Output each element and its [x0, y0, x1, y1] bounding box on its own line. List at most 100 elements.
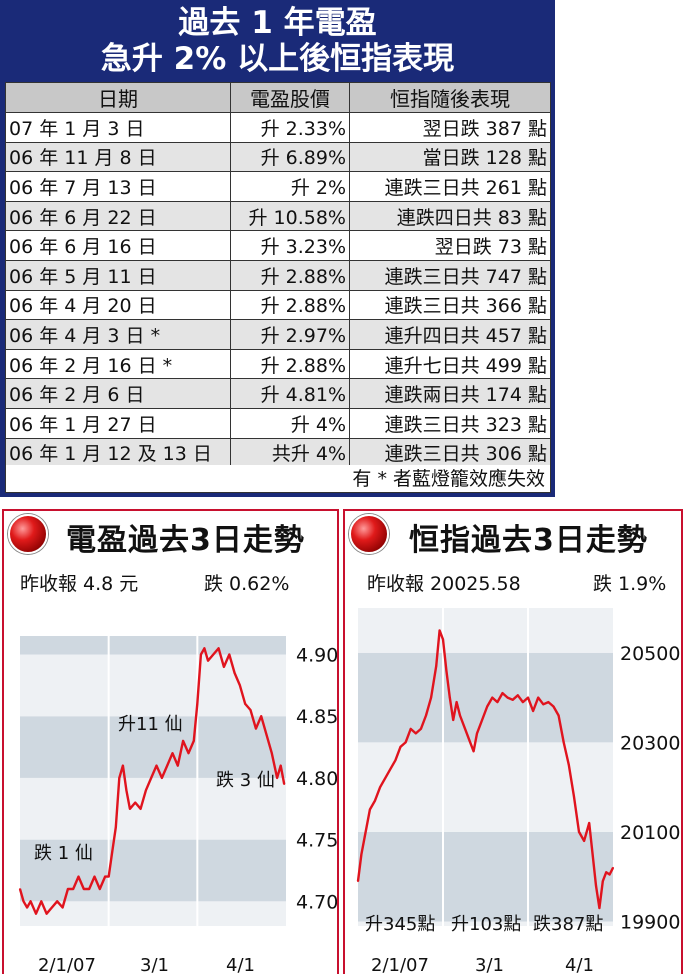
pccw-grid-band	[20, 777, 286, 840]
hsi-data-point	[491, 696, 494, 699]
hsi-line-chart: 20500 20300 20100 19900 2/1/07 3/1 4/1 升345點 升10…	[356, 608, 680, 976]
pccw-y-tick-label: 4.75	[296, 830, 337, 852]
column-header-price: 電盈股價	[230, 82, 350, 113]
cell-hsi-performance: 連跌三日共 306 點	[349, 437, 551, 469]
cell-date: 06 年 6 月 16 日	[5, 230, 231, 261]
pccw-line-chart: 4.90 4.85 4.80 4.75 4.70 2/1/07 3/1 4/1 跌 1 仙 升11…	[18, 636, 337, 976]
hsi-data-point	[374, 799, 376, 802]
hsi-y-tick-label: 20300	[620, 732, 680, 754]
hsi-grid-band	[358, 742, 613, 832]
cell-hsi-performance: 連跌兩日共 174 點	[349, 378, 551, 409]
cell-hsi-performance: 連跌三日共 366 點	[349, 289, 551, 321]
hsi-data-point	[588, 822, 591, 824]
table-title-line1: 過去 1 年電盈	[178, 5, 377, 41]
pccw-data-point	[61, 906, 64, 909]
cell-price-change: 升 2.88%	[230, 348, 350, 380]
hsi-data-point	[486, 705, 489, 708]
pccw-data-point	[51, 906, 53, 909]
pccw-data-point	[265, 733, 268, 736]
pccw-chart-panel: 電盈過去3日走勢 昨收報 4.8 元 跌 0.62% 4.90 4.85 4.80 4…	[2, 509, 339, 976]
hsi-data-point	[612, 866, 614, 869]
pccw-data-point	[72, 888, 75, 890]
hsi-data-point	[591, 853, 594, 856]
cell-hsi-performance: 連跌三日共 261 點	[349, 171, 551, 202]
cell-date: 06 年 11 月 8 日	[5, 141, 231, 173]
cell-hsi-performance: 翌日跌 387 點	[349, 112, 551, 143]
hsi-data-point	[430, 696, 432, 699]
pccw-data-point	[98, 888, 101, 890]
pccw-grid-band	[20, 716, 286, 778]
hsi-data-point	[435, 665, 438, 668]
pccw-data-point	[114, 826, 117, 829]
pccw-data-point	[279, 764, 282, 767]
pccw-data-point	[187, 752, 190, 755]
pccw-data-point	[125, 789, 128, 792]
table-row: 07 年 1 月 3 日升 2.33% 翌日跌 387 點	[5, 112, 551, 143]
hsi-data-point	[511, 698, 514, 701]
table-row: 06 年 2 月 16 日 * 升 2.88% 連升七日共 499 點	[5, 348, 551, 380]
pccw-series-line	[18, 647, 286, 915]
hsi-data-point	[452, 719, 455, 721]
cell-price-change: 升 6.89%	[230, 141, 350, 173]
hsi-data-point	[476, 732, 478, 735]
pccw-data-point	[196, 703, 199, 705]
hsi-data-point	[598, 907, 601, 909]
cell-price-change: 升 2.97%	[230, 319, 350, 350]
pccw-data-point	[93, 875, 96, 878]
pccw-data-point	[171, 752, 174, 755]
table-row: 06 年 4 月 3 日 * 升 2.97% 連升四日共 457 點	[5, 319, 551, 350]
pccw-x-tick-label: 3/1	[140, 955, 169, 976]
cell-date: 06 年 6 月 22 日	[5, 200, 231, 232]
pccw-data-point	[182, 740, 185, 742]
pccw-y-tick-label: 4.70	[296, 891, 337, 913]
pccw-y-tick-label: 4.85	[296, 706, 337, 728]
pccw-data-point	[82, 888, 85, 890]
pccw-data-point	[45, 912, 48, 915]
hsi-data-point	[481, 719, 483, 721]
hsi-grid-band	[358, 921, 613, 926]
hsi-data-point	[501, 692, 504, 694]
table-row: 06 年 7 月 13 日升 2% 連跌三日共 261 點	[5, 171, 551, 202]
hsi-chart-title: 恒指過去3日走勢	[409, 523, 648, 558]
table-row: 06 年 11 月 8 日升 6.89% 當日跌 128 點	[5, 141, 551, 173]
pccw-data-point	[67, 888, 69, 890]
hsi-data-point	[552, 705, 555, 708]
red-ball-icon	[8, 514, 48, 554]
cell-price-change: 升 4%	[230, 407, 350, 439]
hsi-data-point	[583, 840, 585, 842]
cell-price-change: 升 3.23%	[230, 230, 350, 261]
pccw-data-point	[26, 906, 28, 909]
cell-hsi-performance: 連跌三日共 747 點	[349, 259, 551, 291]
cell-date: 06 年 4 月 3 日 *	[5, 319, 231, 350]
hsi-annotation: 跌387點	[533, 914, 603, 935]
table-header-row: 日期 電盈股價 恒指隨後表現	[5, 82, 551, 113]
hsi-data-point	[425, 714, 427, 717]
hsi-data-point	[527, 696, 529, 699]
table-row: 06 年 1 月 12 及 13 日共升 4% 連跌三日共 306 點	[5, 437, 551, 469]
pccw-data-point	[122, 764, 124, 767]
pccw-data-point	[155, 764, 158, 767]
pccw-change: 跌 0.62%	[204, 573, 290, 595]
pccw-data-point	[88, 888, 91, 890]
hsi-data-point	[601, 880, 604, 883]
cell-date: 06 年 1 月 27 日	[5, 407, 231, 439]
cell-date: 06 年 2 月 16 日 *	[5, 348, 231, 380]
hsi-data-point	[448, 696, 451, 699]
pccw-y-tick-label: 4.90	[296, 645, 337, 667]
hsi-y-tick-label: 19900	[620, 912, 680, 934]
hsi-data-point	[459, 714, 461, 717]
pccw-data-point	[255, 727, 257, 730]
pccw-data-point	[107, 875, 110, 878]
pccw-x-tick-label: 4/1	[226, 955, 255, 976]
cell-date: 06 年 1 月 12 及 13 日	[5, 437, 231, 469]
pccw-data-point	[35, 912, 37, 915]
hsi-data-point	[516, 694, 519, 697]
pccw-grid-band	[20, 839, 286, 902]
cell-price-change: 升 10.58%	[230, 200, 350, 232]
cell-hsi-performance: 連升七日共 499 點	[349, 348, 551, 380]
hsi-data-point	[496, 701, 499, 703]
pccw-data-point	[150, 777, 153, 779]
hsi-data-point	[532, 710, 534, 712]
hsi-data-point	[562, 741, 565, 744]
table-title: 過去 1 年電盈 急升 2% 以上後恒指表現	[0, 0, 555, 82]
